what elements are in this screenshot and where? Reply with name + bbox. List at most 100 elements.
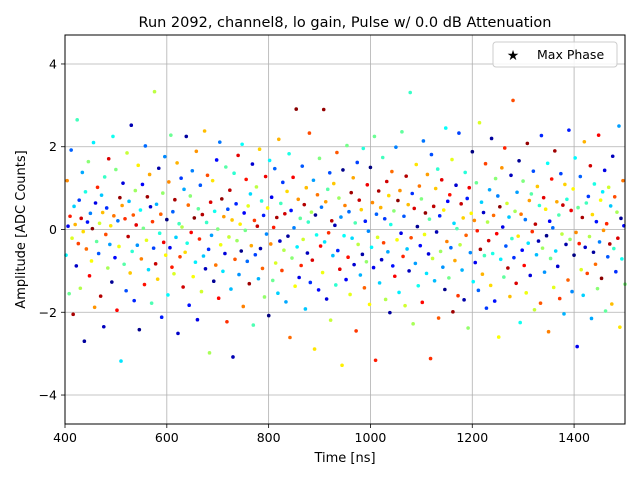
data-point <box>132 298 136 303</box>
data-point <box>615 210 619 214</box>
data-point <box>603 309 608 313</box>
data-point <box>158 212 163 216</box>
data-point <box>587 234 592 239</box>
data-point <box>621 178 625 183</box>
data-point <box>433 186 438 191</box>
data-point <box>308 280 313 285</box>
data-point <box>538 301 543 305</box>
data-point <box>413 261 418 266</box>
data-point <box>492 299 497 303</box>
data-point <box>100 210 105 215</box>
data-point <box>408 90 413 95</box>
data-point <box>289 208 293 213</box>
data-point <box>131 213 136 217</box>
data-point <box>498 204 502 209</box>
data-point <box>422 232 427 237</box>
data-point <box>521 179 525 183</box>
data-point <box>179 176 183 180</box>
data-point <box>553 249 558 253</box>
data-point <box>579 267 583 272</box>
data-point <box>617 124 621 128</box>
data-point <box>119 359 123 363</box>
data-point <box>118 195 122 200</box>
data-point <box>608 242 612 246</box>
data-point <box>311 178 316 183</box>
data-point <box>326 231 331 235</box>
data-point <box>388 310 392 315</box>
x-tick-label: 600 <box>155 430 179 445</box>
data-point <box>508 294 512 299</box>
data-point <box>374 212 379 216</box>
data-point <box>71 312 75 317</box>
data-point <box>117 244 121 249</box>
y-tick-label: 0 <box>49 222 57 237</box>
data-point <box>344 277 348 282</box>
data-point <box>188 194 193 198</box>
data-point <box>86 159 91 164</box>
data-point <box>487 187 492 192</box>
data-point <box>592 182 597 186</box>
data-point <box>620 257 624 261</box>
axis-ticks: 400 600 800 1000 1200 1400 −4 −2 0 2 4 <box>39 56 590 445</box>
data-point <box>399 231 403 236</box>
data-point <box>165 217 169 222</box>
data-point <box>432 279 437 283</box>
data-point <box>529 192 534 196</box>
data-point <box>263 174 268 179</box>
data-point <box>319 205 324 209</box>
data-point <box>504 244 508 248</box>
data-point <box>328 318 333 322</box>
data-point <box>616 236 620 240</box>
data-point <box>66 224 70 228</box>
x-tick-label: 1200 <box>456 430 488 445</box>
data-point <box>182 187 186 192</box>
data-point <box>266 313 271 318</box>
data-point <box>522 263 526 268</box>
data-point <box>294 107 299 111</box>
data-point <box>272 166 277 171</box>
data-point <box>321 107 326 112</box>
data-point <box>299 263 303 268</box>
data-point <box>122 262 126 267</box>
data-point <box>390 264 395 268</box>
data-point <box>156 166 161 171</box>
data-point <box>509 173 513 178</box>
data-point <box>464 233 468 238</box>
data-point <box>174 235 178 240</box>
data-point <box>130 249 134 254</box>
data-point <box>543 207 548 212</box>
data-point <box>525 141 530 146</box>
data-point <box>161 191 165 195</box>
data-point <box>112 214 116 218</box>
data-point <box>309 210 314 214</box>
data-point <box>325 187 330 192</box>
data-point <box>280 268 284 273</box>
data-point <box>418 243 423 248</box>
data-point <box>398 188 402 193</box>
data-point <box>89 259 94 263</box>
data-point <box>205 173 210 178</box>
data-point <box>87 274 92 278</box>
data-point <box>106 266 110 270</box>
data-point <box>511 98 515 103</box>
data-point <box>70 236 74 240</box>
y-tick-label: 2 <box>49 139 57 154</box>
data-point <box>187 303 191 308</box>
data-point <box>481 210 486 215</box>
data-point <box>194 149 199 154</box>
data-point <box>264 232 269 236</box>
data-point <box>320 270 325 275</box>
data-point <box>210 178 215 183</box>
data-point <box>226 207 230 212</box>
data-point <box>411 322 415 326</box>
data-point <box>604 221 609 226</box>
data-point <box>536 239 541 243</box>
data-point <box>516 234 520 238</box>
data-point <box>106 156 111 161</box>
data-point <box>457 131 461 135</box>
data-point <box>534 252 539 257</box>
data-point <box>612 246 616 251</box>
data-point <box>270 278 275 283</box>
data-point <box>170 265 174 269</box>
data-point <box>300 164 305 168</box>
